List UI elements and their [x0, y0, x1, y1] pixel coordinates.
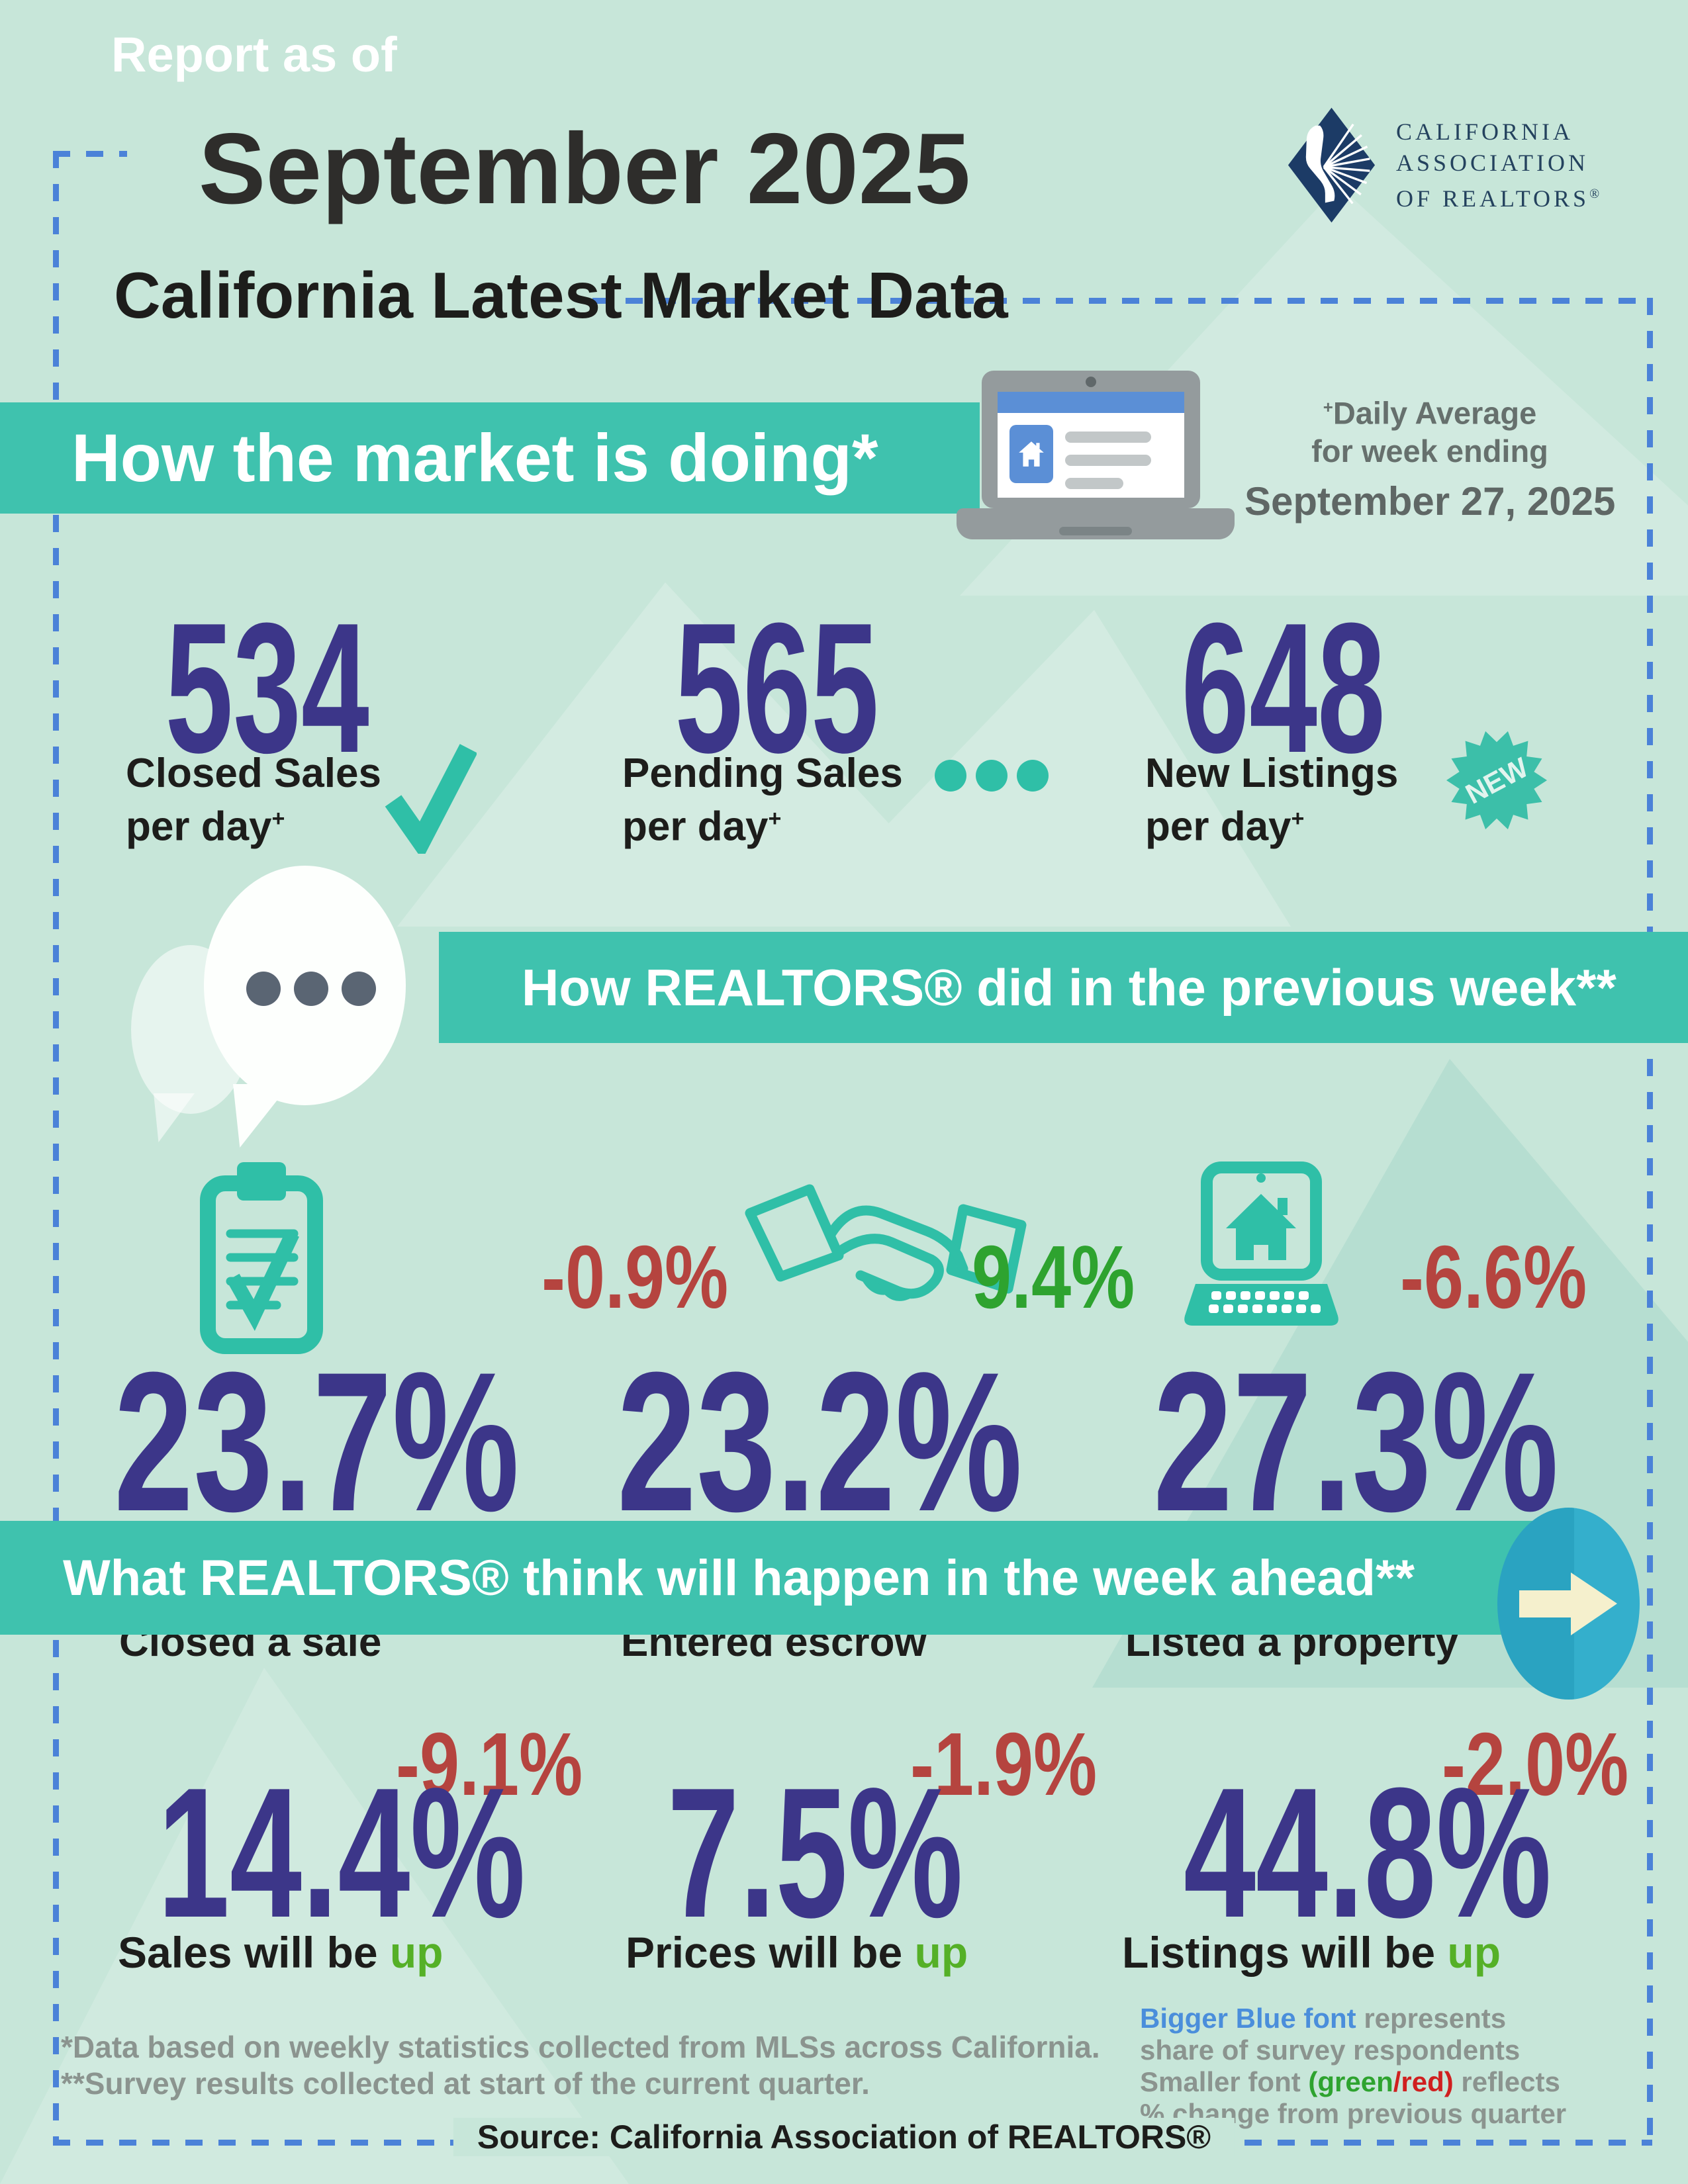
frame-left-border [53, 151, 59, 2144]
ellipsis-dots-icon [935, 760, 1049, 792]
frame-right-border [1647, 298, 1653, 2144]
laptop-notch [1059, 527, 1132, 535]
delta-prices-up: -1.9% [910, 1714, 1098, 1814]
color-legend: Bigger Blue font represents share of sur… [1140, 2003, 1585, 2130]
stat-entered-escrow-value: 23.2% [617, 1330, 1023, 1553]
stat-prices-up-value: 7.5% [667, 1750, 963, 1956]
logo-line2: ASSOCIATION [1396, 150, 1589, 176]
browser-bar [998, 392, 1184, 413]
logo-line1: CALIFORNIA [1396, 118, 1574, 145]
source-attribution: Source: California Association of REALTO… [453, 2118, 1235, 2156]
stat-sales-up-label: Sales will be up [118, 1928, 444, 1977]
stat-listings-up-label: Listings will be up [1122, 1928, 1501, 1977]
stat-new-listings-label: New Listings per day+ [1145, 751, 1399, 850]
legend-line-greenred: Smaller font (green/red) reflects % chan… [1140, 2066, 1567, 2129]
laptop-house-icon [1184, 1161, 1338, 1326]
chat-bubble-tail [233, 1084, 290, 1148]
laptop-display [998, 392, 1184, 498]
stat-pending-sales-label: Pending Sales per day+ [622, 751, 903, 850]
laptop-listing-illustration [957, 371, 1235, 539]
delta-listings-up: -2.0% [1442, 1714, 1629, 1814]
laptop-base [957, 508, 1235, 539]
checkmark-icon [385, 744, 477, 854]
banner-week-ahead-label: What REALTORS® think will happen in the … [63, 1549, 1415, 1606]
banner-realtors-previous-week-label: How REALTORS® did in the previous week** [522, 958, 1617, 1017]
frame-top-left-stub [53, 151, 127, 157]
laptop-screen [982, 371, 1200, 508]
car-diamond-icon [1288, 107, 1376, 223]
laptop-camera-dot [1086, 377, 1096, 387]
car-logo: CALIFORNIA ASSOCIATION OF REALTORS® [1287, 106, 1603, 225]
text-line [1065, 455, 1151, 466]
stat-pending-sales-value: 565 [675, 585, 879, 792]
text-line [1065, 432, 1151, 443]
stat-closed-sales-value: 534 [165, 585, 369, 792]
banner-week-ahead: What REALTORS® think will happen in the … [0, 1521, 1559, 1635]
report-month-title: September 2025 [199, 113, 970, 225]
legend-line-blue: Bigger Blue font represents share of sur… [1140, 2003, 1521, 2066]
stat-closed-sales-label: Closed Sales per day+ [126, 751, 381, 850]
stat-listed-a-property-value: 27.3% [1153, 1330, 1559, 1553]
banner-market-doing-label: How the market is doing* [71, 420, 878, 496]
frame-top-border [592, 298, 1652, 304]
chat-bubble-dots [246, 972, 376, 1006]
handshake-icon [745, 1184, 1027, 1301]
daily-average-note: +Daily Average for week ending September… [1244, 389, 1615, 523]
clipboard-check-icon [200, 1162, 323, 1354]
stat-prices-up-label: Prices will be up [626, 1928, 968, 1977]
week-ending-date: September 27, 2025 [1244, 478, 1616, 523]
delta-sales-up: -9.1% [396, 1714, 583, 1814]
note-line1: +Daily Average [1323, 395, 1537, 431]
house-tile-icon [1009, 425, 1053, 483]
new-starburst-badge: NEW [1446, 730, 1547, 831]
page-title: California Latest Market Data [114, 259, 1008, 332]
arrow-right-circle-icon [1497, 1508, 1640, 1700]
stat-sales-up-value: 14.4% [158, 1750, 526, 1956]
note-line2: for week ending [1311, 433, 1548, 469]
stat-closed-a-sale-value: 23.7% [114, 1330, 520, 1553]
arrow-right-icon [1519, 1572, 1617, 1635]
logo-line3: OF REALTORS® [1396, 185, 1603, 212]
car-logo-text: CALIFORNIA ASSOCIATION OF REALTORS® [1396, 116, 1603, 214]
footnote-2: **Survey results collected at start of t… [61, 2066, 870, 2101]
banner-market-doing: How the market is doing* [0, 402, 980, 514]
stat-listings-up-value: 44.8% [1184, 1750, 1552, 1956]
stat-new-listings-value: 648 [1181, 585, 1385, 792]
delta-listed-a-property: -6.6% [1400, 1227, 1587, 1327]
footnotes: *Data based on weekly statistics collect… [61, 2029, 1100, 2102]
delta-entered-escrow: 9.4% [972, 1227, 1135, 1327]
report-as-of-label: Report as of [111, 27, 397, 82]
footnote-1: *Data based on weekly statistics collect… [61, 2030, 1100, 2064]
text-line [1065, 478, 1123, 489]
chat-bubble-secondary-tail [154, 1093, 195, 1142]
banner-realtors-previous-week: How REALTORS® did in the previous week** [439, 932, 1688, 1043]
delta-closed-a-sale: -0.9% [541, 1227, 729, 1327]
